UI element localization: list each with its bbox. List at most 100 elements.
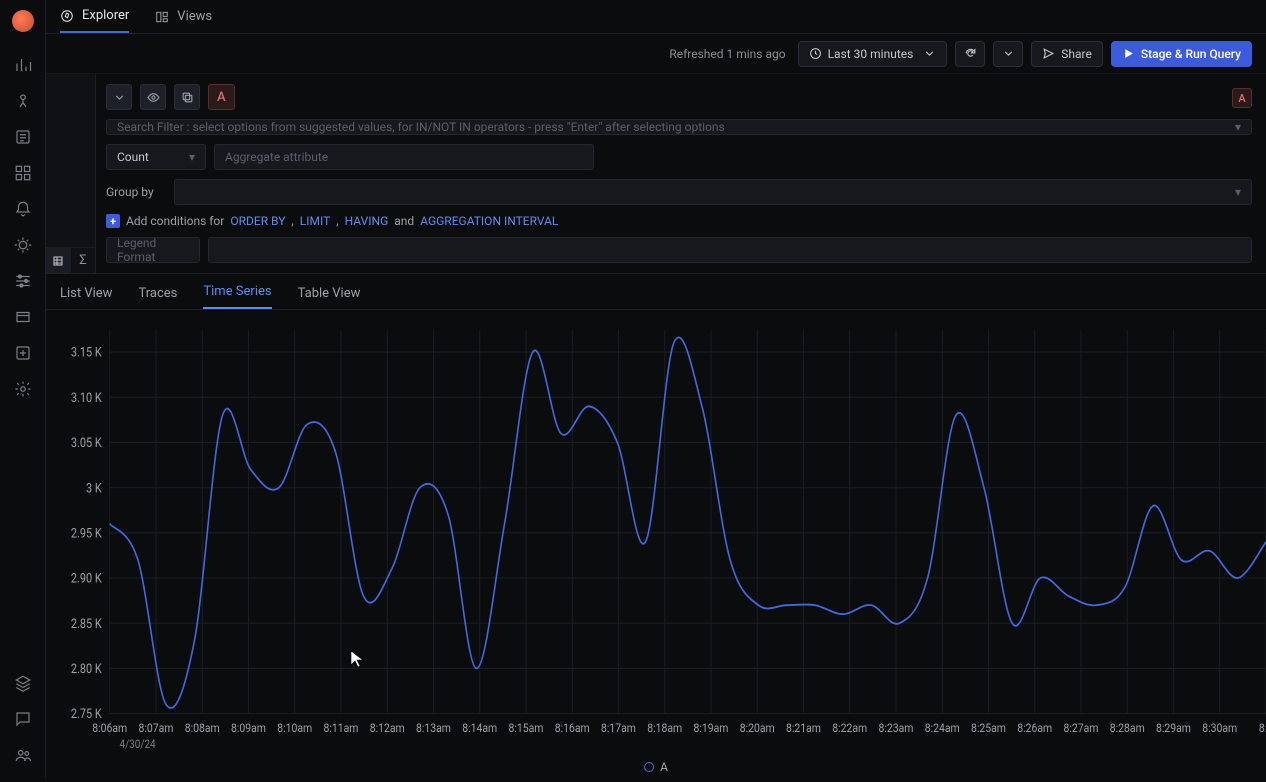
svg-text:4/30/24: 4/30/24 — [119, 737, 155, 751]
svg-text:2.90 K: 2.90 K — [71, 571, 102, 586]
group-by-label: Group by — [106, 185, 166, 199]
app-logo[interactable] — [12, 10, 34, 32]
tab-time-series[interactable]: Time Series — [203, 284, 271, 309]
dashboards-icon[interactable] — [14, 164, 32, 182]
svg-text:8:09am: 8:09am — [231, 721, 266, 735]
refresh-menu-button[interactable] — [993, 41, 1023, 67]
visibility-button[interactable] — [140, 84, 166, 110]
bugs-icon[interactable] — [14, 236, 32, 254]
svg-text:8:06am: 8:06am — [92, 721, 127, 735]
search-filter-input[interactable]: Search Filter : select options from sugg… — [106, 119, 1252, 135]
agg-attr-placeholder: Aggregate attribute — [225, 150, 328, 164]
svg-text:8:07am: 8:07am — [138, 721, 173, 735]
svg-text:8:29am: 8:29am — [1156, 721, 1191, 735]
legend-format-input[interactable]: Legend Format — [106, 237, 200, 263]
gutter-tab-table[interactable] — [46, 248, 71, 273]
svg-text:2.95 K: 2.95 K — [71, 526, 102, 541]
view-tabs: List View Traces Time Series Table View — [46, 274, 1266, 310]
query-badge[interactable]: A — [208, 84, 235, 110]
having-link[interactable]: HAVING — [345, 214, 389, 228]
svg-text:8:28am: 8:28am — [1110, 721, 1145, 735]
cond-prefix: Add conditions for — [126, 214, 224, 228]
svg-text:8:25am: 8:25am — [971, 721, 1006, 735]
time-range-picker[interactable]: Last 30 minutes — [798, 41, 948, 67]
chat-icon[interactable] — [14, 710, 32, 728]
billing-icon[interactable] — [14, 308, 32, 326]
gutter-tab-sigma[interactable]: Σ — [71, 248, 95, 273]
group-by-input[interactable]: ▾ — [174, 179, 1252, 205]
agg-attr-input[interactable]: Aggregate attribute — [214, 144, 594, 170]
order-by-link[interactable]: ORDER BY — [230, 214, 285, 228]
toolbar: Refreshed 1 mins ago Last 30 minutes Sha… — [46, 34, 1266, 74]
chart-legend[interactable]: A — [644, 760, 668, 774]
legend-label: A — [660, 760, 668, 774]
svg-text:8:16am: 8:16am — [555, 721, 590, 735]
tab-traces[interactable]: Traces — [138, 286, 177, 309]
svg-text:8:20am: 8:20am — [740, 721, 775, 735]
chevron-down-icon: ▾ — [1235, 120, 1241, 134]
agg-interval-link[interactable]: AGGREGATION INTERVAL — [420, 214, 558, 228]
team-icon[interactable] — [14, 746, 32, 764]
traces-icon[interactable] — [14, 92, 32, 110]
share-button[interactable]: Share — [1031, 41, 1103, 67]
svg-text:8:23am: 8:23am — [879, 721, 914, 735]
copy-button[interactable] — [174, 84, 200, 110]
time-range-label: Last 30 minutes — [828, 47, 914, 61]
tab-table-view[interactable]: Table View — [298, 286, 361, 309]
svg-text:8:26am: 8:26am — [1017, 721, 1052, 735]
chevron-down-icon: ▾ — [189, 150, 195, 164]
svg-text:8:27am: 8:27am — [1064, 721, 1099, 735]
tab-explorer[interactable]: Explorer — [60, 0, 129, 33]
svg-text:8:30am: 8:30am — [1202, 721, 1237, 735]
corner-query-badge[interactable]: A — [1232, 88, 1252, 108]
settings-icon[interactable] — [14, 380, 32, 398]
tab-explorer-label: Explorer — [82, 8, 129, 23]
svg-text:8:3: 8:3 — [1259, 721, 1266, 735]
tab-views-label: Views — [177, 9, 212, 24]
svg-text:8:22am: 8:22am — [832, 721, 867, 735]
pipelines-icon[interactable] — [14, 272, 32, 290]
chevron-down-icon: ▾ — [1235, 185, 1241, 199]
svg-text:8:08am: 8:08am — [185, 721, 220, 735]
refresh-button[interactable] — [955, 41, 985, 67]
svg-text:3 K: 3 K — [86, 480, 102, 495]
left-rail — [0, 0, 46, 778]
tab-list-view[interactable]: List View — [60, 286, 112, 309]
run-query-button[interactable]: Stage & Run Query — [1111, 41, 1252, 67]
metrics-icon[interactable] — [14, 56, 32, 74]
conditions-row: + Add conditions for ORDER BY, LIMIT, HA… — [106, 214, 1252, 228]
svg-text:8:10am: 8:10am — [277, 721, 312, 735]
refreshed-label: Refreshed 1 mins ago — [669, 47, 785, 61]
time-series-chart[interactable]: 3.15 K3.10 K3.05 K3 K2.95 K2.90 K2.85 K2… — [52, 318, 1266, 778]
legend-format-placeholder: Legend Format — [117, 236, 189, 264]
svg-text:8:13am: 8:13am — [416, 721, 451, 735]
main-area: Explorer Views Refreshed 1 mins ago Last… — [46, 0, 1266, 778]
agg-fn-select[interactable]: Count ▾ — [106, 144, 206, 170]
svg-text:2.85 K: 2.85 K — [71, 616, 102, 631]
tab-views[interactable]: Views — [155, 0, 212, 33]
logs-icon[interactable] — [14, 128, 32, 146]
usage-icon[interactable] — [14, 344, 32, 362]
legend-format-value[interactable] — [208, 237, 1252, 263]
svg-text:8:24am: 8:24am — [925, 721, 960, 735]
search-filter-placeholder: Search Filter : select options from sugg… — [117, 120, 725, 134]
query-builder: Σ A Search Filter : select options from … — [46, 74, 1266, 274]
add-condition-button[interactable]: + — [106, 214, 120, 228]
svg-text:3.15 K: 3.15 K — [71, 345, 102, 360]
svg-text:8:17am: 8:17am — [601, 721, 636, 735]
svg-text:8:18am: 8:18am — [647, 721, 682, 735]
layers-icon[interactable] — [14, 674, 32, 692]
run-label: Stage & Run Query — [1141, 47, 1241, 61]
legend-marker-icon — [644, 762, 654, 772]
svg-text:3.05 K: 3.05 K — [71, 435, 102, 450]
svg-text:8:21am: 8:21am — [786, 721, 821, 735]
svg-text:8:12am: 8:12am — [370, 721, 405, 735]
svg-text:8:15am: 8:15am — [508, 721, 543, 735]
collapse-button[interactable] — [106, 84, 132, 110]
svg-text:2.75 K: 2.75 K — [71, 706, 102, 721]
svg-text:8:11am: 8:11am — [323, 721, 358, 735]
alerts-icon[interactable] — [14, 200, 32, 218]
svg-text:8:19am: 8:19am — [693, 721, 728, 735]
limit-link[interactable]: LIMIT — [300, 214, 330, 228]
agg-fn-label: Count — [117, 150, 149, 164]
